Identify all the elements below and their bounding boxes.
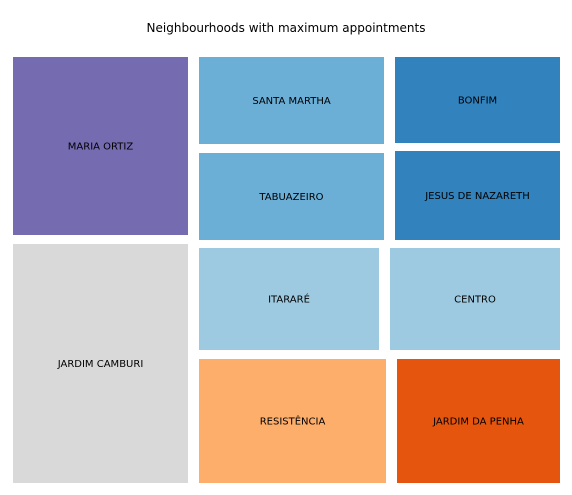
tile-label-jesus-de-nazareth: JESUS DE NAZARETH — [424, 191, 530, 202]
tile-jardim-camburi — [13, 244, 188, 483]
chart-title: Neighbourhoods with maximum appointments — [147, 21, 426, 35]
tile-itarare — [199, 248, 379, 350]
tile-resistencia — [199, 359, 386, 483]
tile-label-maria-ortiz: MARIA ORTIZ — [68, 142, 134, 153]
tile-tabuazeiro — [199, 153, 384, 240]
tile-label-jardim-da-penha: JARDIM DA PENHA — [432, 417, 524, 428]
tile-label-itarare: ITARARÉ — [268, 293, 310, 306]
tile-label-santa-martha: SANTA MARTHA — [252, 96, 331, 107]
tile-maria-ortiz — [13, 57, 188, 235]
tile-santa-martha — [199, 57, 384, 144]
tile-label-resistencia: RESISTÊNCIA — [260, 415, 326, 428]
tile-jesus-de-nazareth — [395, 151, 560, 240]
tile-bonfim — [395, 57, 560, 143]
tile-label-bonfim: BONFIM — [458, 96, 497, 107]
tile-label-centro: CENTRO — [454, 295, 496, 306]
tile-label-tabuazeiro: TABUAZEIRO — [258, 192, 323, 203]
tile-jardim-da-penha — [397, 359, 560, 483]
tile-label-jardim-camburi: JARDIM CAMBURI — [57, 359, 144, 370]
tile-centro — [390, 248, 560, 350]
